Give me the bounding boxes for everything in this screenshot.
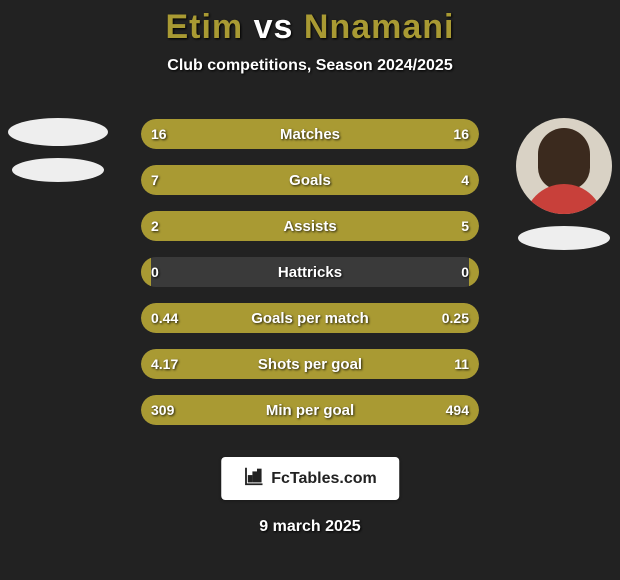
player1-name: Etim bbox=[165, 8, 243, 46]
brand-label: FcTables.com bbox=[271, 470, 377, 488]
stats-bars: 1616Matches74Goals25Assists00Hattricks0.… bbox=[140, 118, 480, 426]
stat-row: 4.1711Shots per goal bbox=[140, 348, 480, 380]
stat-value-left: 4.17 bbox=[151, 349, 178, 379]
brand-badge[interactable]: FcTables.com bbox=[221, 457, 399, 500]
stat-fill-right bbox=[469, 257, 479, 287]
stat-label: Hattricks bbox=[141, 257, 479, 287]
player2-name: Nnamani bbox=[304, 8, 455, 46]
subtitle: Club competitions, Season 2024/2025 bbox=[0, 57, 620, 75]
chart-icon bbox=[243, 465, 265, 492]
player2-avatar-column bbox=[516, 118, 612, 250]
stat-fill-right bbox=[236, 349, 479, 379]
stat-fill-left bbox=[141, 257, 151, 287]
stat-row: 0 0Hattricks bbox=[140, 256, 480, 288]
player1-club-placeholder bbox=[12, 158, 104, 182]
stat-value-right: 494 bbox=[446, 395, 469, 425]
stat-value-right: 0 bbox=[461, 257, 469, 287]
stat-value-left: 7 bbox=[151, 165, 159, 195]
stat-value-right: 16 bbox=[453, 119, 469, 149]
stat-value-right: 11 bbox=[454, 349, 469, 379]
stat-fill-left bbox=[141, 165, 354, 195]
stat-value-left: 0 bbox=[151, 257, 159, 287]
stat-value-left: 309 bbox=[151, 395, 174, 425]
stat-fill-right bbox=[239, 211, 479, 241]
stat-row: 74Goals bbox=[140, 164, 480, 196]
page-title: Etim vs Nnamani bbox=[0, 0, 620, 47]
stat-row: 25Assists bbox=[140, 210, 480, 242]
comparison-card: Etim vs Nnamani Club competitions, Seaso… bbox=[0, 0, 620, 580]
stat-value-right: 5 bbox=[461, 211, 469, 241]
stat-row: 1616Matches bbox=[140, 118, 480, 150]
stat-row: 309494Min per goal bbox=[140, 394, 480, 426]
stat-value-left: 0.44 bbox=[151, 303, 178, 333]
stat-value-right: 4 bbox=[461, 165, 469, 195]
stat-value-right: 0.25 bbox=[442, 303, 469, 333]
stat-row: 0.440.25Goals per match bbox=[140, 302, 480, 334]
player1-avatar-placeholder bbox=[8, 118, 108, 146]
stat-value-left: 2 bbox=[151, 211, 159, 241]
date-label: 9 march 2025 bbox=[0, 518, 620, 536]
player2-club-placeholder bbox=[518, 226, 610, 250]
stat-value-left: 16 bbox=[151, 119, 167, 149]
player1-avatar-column bbox=[8, 118, 108, 182]
player2-avatar bbox=[516, 118, 612, 214]
vs-label: vs bbox=[254, 8, 294, 46]
